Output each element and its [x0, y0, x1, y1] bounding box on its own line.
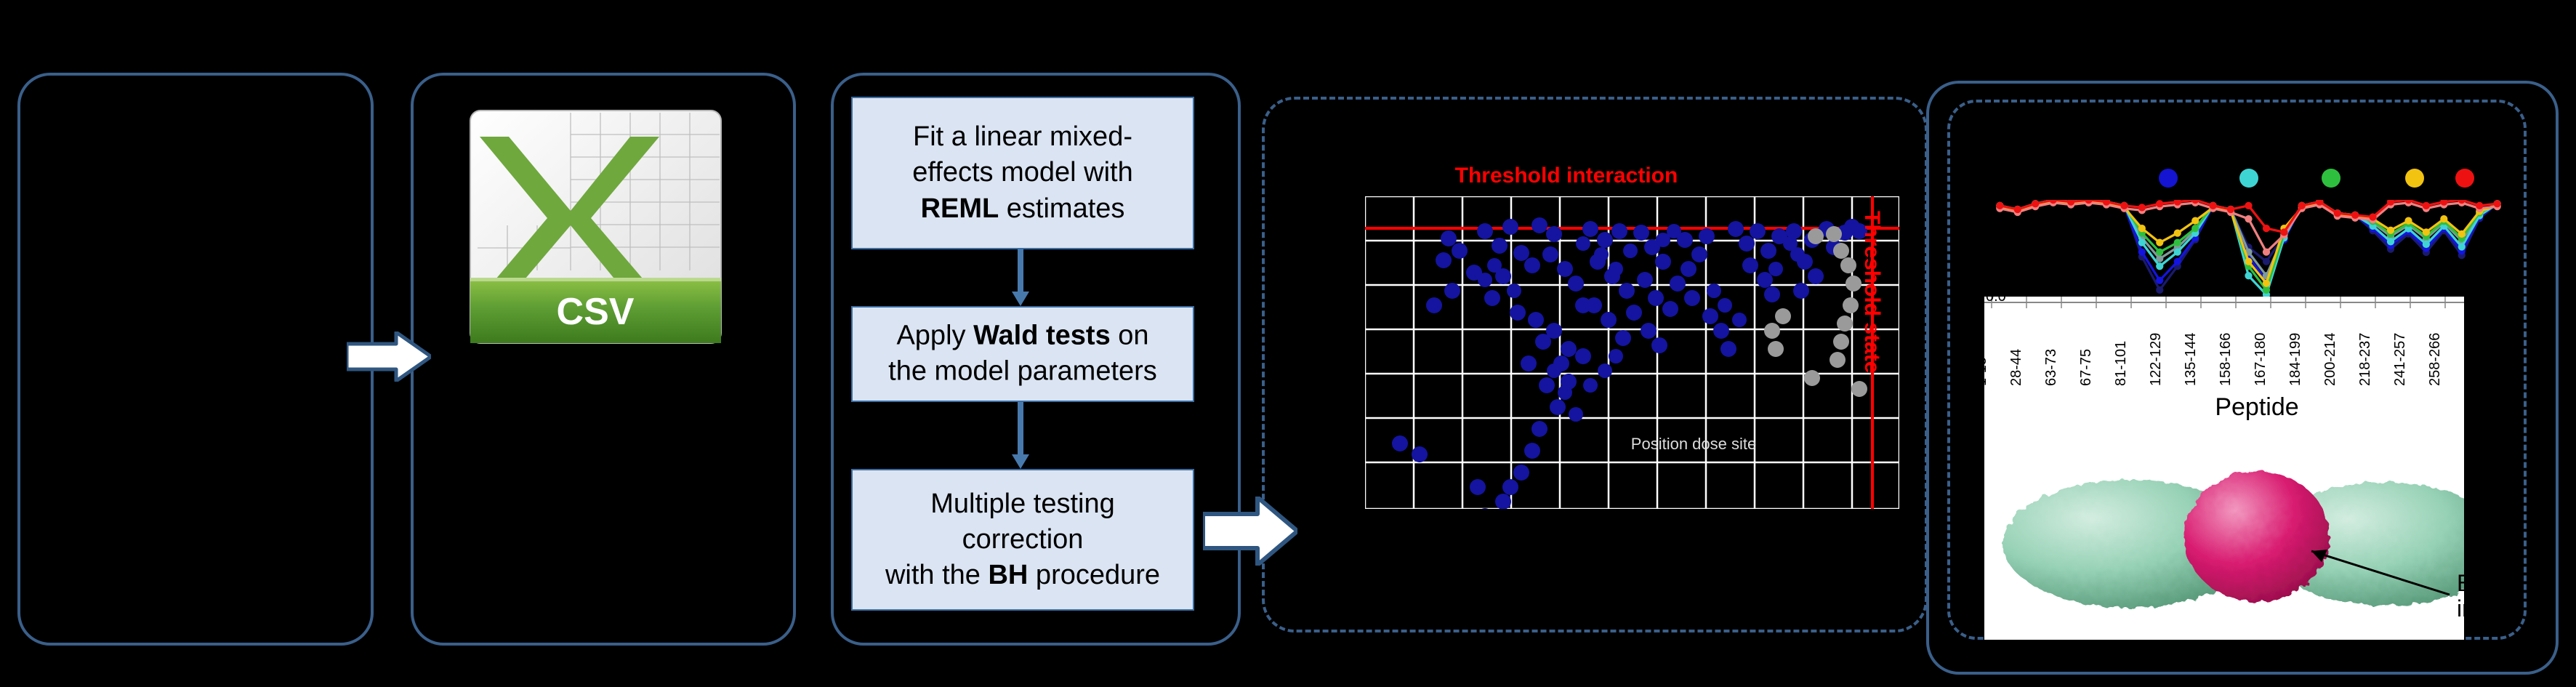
svg-text:CSV: CSV	[557, 291, 635, 333]
svg-text:Binding: Binding	[2457, 570, 2464, 596]
svg-text:interface: interface	[2457, 595, 2464, 622]
